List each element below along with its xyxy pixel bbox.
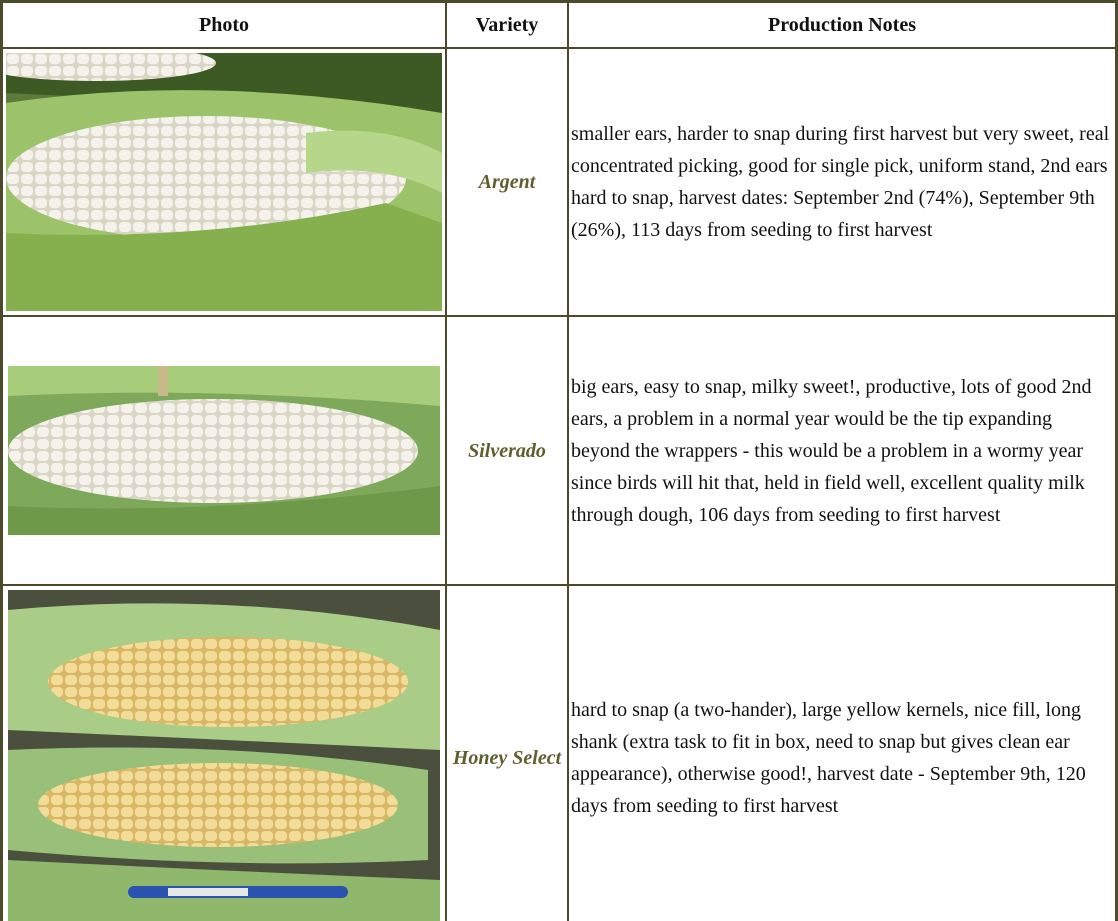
variety-name: Argent	[446, 48, 568, 316]
page: Photo Variety Production Notes Argent sm…	[0, 0, 1118, 921]
header-cell: Production Notes	[568, 2, 1116, 48]
row: Silverado big ears, easy to snap, milky …	[2, 316, 1116, 585]
header-cell: Photo	[2, 2, 446, 48]
production-notes: hard to snap (a two-hander), large yello…	[568, 585, 1116, 921]
variety-table: Photo Variety Production Notes Argent sm…	[0, 0, 1118, 921]
photo	[8, 366, 440, 535]
production-notes: big ears, easy to snap, milky sweet!, pr…	[568, 316, 1116, 585]
header-cell: Variety	[446, 2, 568, 48]
header-row: Photo Variety Production Notes	[2, 2, 1116, 48]
row: Honey Select hard to snap (a two-hander)…	[2, 585, 1116, 921]
photo	[6, 53, 442, 311]
photo-cell	[2, 585, 446, 921]
photo	[8, 590, 440, 921]
variety-name: Honey Select	[446, 585, 568, 921]
photo-cell	[2, 316, 446, 585]
photo-cell	[2, 48, 446, 316]
variety-name: Silverado	[446, 316, 568, 585]
row: Argent smaller ears, harder to snap duri…	[2, 48, 1116, 316]
production-notes: smaller ears, harder to snap during firs…	[568, 48, 1116, 316]
